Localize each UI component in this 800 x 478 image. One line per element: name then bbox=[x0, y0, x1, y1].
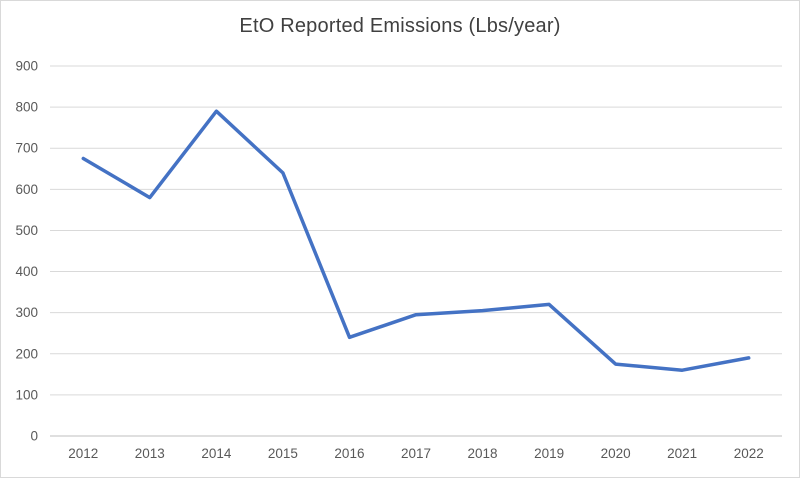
y-axis-tick-label: 400 bbox=[15, 264, 38, 279]
emissions-line-series bbox=[81, 109, 751, 372]
x-axis-tick-label: 2015 bbox=[268, 446, 298, 461]
y-axis-tick-label: 100 bbox=[15, 387, 38, 402]
x-axis-tick-label: 2013 bbox=[135, 446, 165, 461]
y-axis-tick-label: 300 bbox=[15, 305, 38, 320]
x-axis-tick-label: 2020 bbox=[601, 446, 631, 461]
y-axis-tick-label: 0 bbox=[30, 429, 38, 444]
y-axis-tick-label: 200 bbox=[15, 346, 38, 361]
y-axis-tick-label: 900 bbox=[15, 59, 38, 74]
y-axis-tick-label: 600 bbox=[15, 182, 38, 197]
y-axis-tick-label: 500 bbox=[15, 223, 38, 238]
x-axis-tick-label: 2016 bbox=[334, 446, 364, 461]
y-axis-tick-label: 800 bbox=[15, 100, 38, 115]
x-axis-tick-label: 2012 bbox=[68, 446, 98, 461]
x-axis-tick-label: 2019 bbox=[534, 446, 564, 461]
y-axis-tick-label: 700 bbox=[15, 141, 38, 156]
x-axis-tick-label: 2018 bbox=[468, 446, 498, 461]
x-axis-tick-label: 2022 bbox=[734, 446, 764, 461]
x-axis-tick-label: 2014 bbox=[201, 446, 232, 461]
x-axis-tick-label: 2021 bbox=[667, 446, 697, 461]
x-axis-tick-label: 2017 bbox=[401, 446, 431, 461]
chart-title: EtO Reported Emissions (Lbs/year) bbox=[239, 15, 561, 37]
